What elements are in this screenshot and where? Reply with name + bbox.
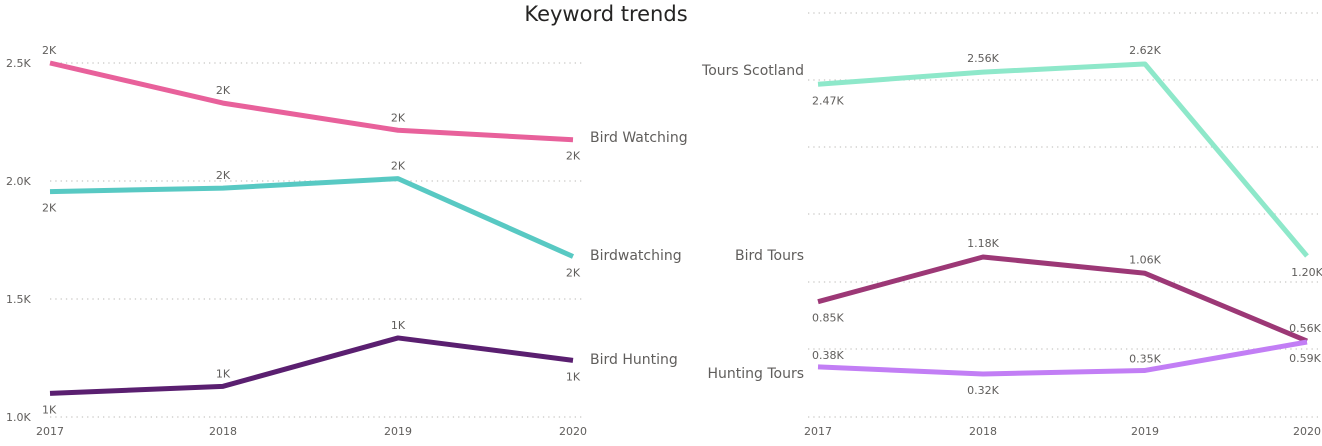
x-tick-label: 2017: [36, 425, 64, 438]
series-line-bird-hunting: [49, 335, 574, 396]
data-label: 2.47K: [812, 94, 844, 107]
data-label: 2K: [566, 150, 581, 163]
y-tick-label: 2.5K: [6, 57, 31, 70]
series-line-hunting-tours: [817, 339, 1308, 377]
data-label: 2K: [216, 169, 231, 182]
data-label: 2K: [42, 202, 57, 215]
data-label: 2.56K: [967, 52, 999, 65]
data-label: 1.18K: [967, 237, 999, 250]
data-label: 0.59K: [1289, 352, 1321, 365]
data-label: 0.85K: [812, 312, 844, 325]
data-label: 2K: [42, 44, 57, 57]
x-tick-label: 2019: [384, 425, 412, 438]
y-tick-label: 1.5K: [6, 293, 31, 306]
data-label: 2K: [216, 84, 231, 97]
x-tick-label: 2018: [969, 425, 997, 438]
series-label-bird-tours: Bird Tours: [735, 248, 804, 264]
series-label-bird-hunting: Bird Hunting: [590, 352, 678, 368]
series-line-tours-scotland: [817, 61, 1309, 258]
y-tick-label: 2.0K: [6, 175, 31, 188]
data-label: 2K: [566, 267, 581, 280]
data-label: 0.38K: [812, 349, 844, 362]
series-label-bird-watching: Bird Watching: [590, 130, 688, 146]
series-label-hunting-tours: Hunting Tours: [707, 366, 804, 382]
data-label: 1K: [391, 319, 406, 332]
x-tick-label: 2020: [1293, 425, 1321, 438]
series-line-bird-watching: [49, 60, 574, 143]
data-label: 0.35K: [1129, 352, 1161, 365]
data-label: 0.32K: [967, 384, 999, 397]
series-label-birdwatching: Birdwatching: [590, 248, 682, 264]
series-line-bird-tours: [817, 254, 1308, 344]
chart-title: Keyword trends: [524, 2, 688, 26]
x-tick-label: 2017: [804, 425, 832, 438]
data-label: 0.56K: [1289, 322, 1321, 335]
x-tick-label: 2020: [559, 425, 587, 438]
data-label: 2K: [391, 111, 406, 124]
data-label: 2K: [391, 160, 406, 173]
x-tick-label: 2018: [209, 425, 237, 438]
x-tick-label: 2019: [1131, 425, 1159, 438]
series-label-tours-scotland: Tours Scotland: [701, 63, 804, 79]
data-label: 2.62K: [1129, 44, 1161, 57]
series-line-birdwatching: [49, 176, 575, 259]
data-label: 1K: [216, 367, 231, 380]
data-label: 1.06K: [1129, 253, 1161, 266]
data-label: 1K: [566, 370, 581, 383]
y-tick-label: 1.0K: [6, 411, 31, 424]
data-label: 1K: [42, 403, 57, 416]
data-label: 1.20K: [1291, 266, 1322, 279]
